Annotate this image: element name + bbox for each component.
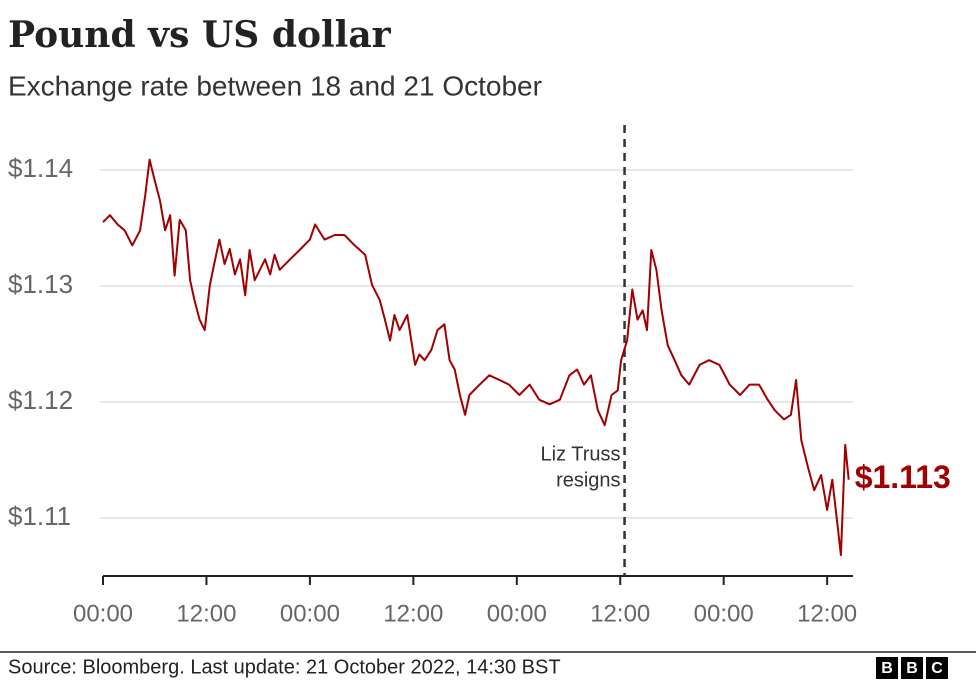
x-tick-label: 00:00 [694, 600, 754, 627]
price-line [102, 158, 850, 557]
x-tick-label: 12:00 [383, 600, 443, 627]
source: Source: Bloomberg. Last update: 21 Octob… [8, 656, 561, 678]
annotation-text: resigns [556, 469, 620, 491]
x-tick-label: 00:00 [280, 600, 340, 627]
logo-letter: B [906, 660, 918, 677]
end-label: $1.113 [855, 459, 951, 495]
logo-letter: B [881, 660, 893, 677]
logo-box [926, 657, 948, 679]
x-tick-label: 00:00 [487, 600, 547, 627]
x-tick-label: 00:00 [73, 600, 133, 627]
chart-subtitle: Exchange rate between 18 and 21 October [8, 70, 542, 101]
annotation-text: Liz Truss [541, 443, 621, 465]
logo-box [901, 657, 923, 679]
y-tick-label: $1.12 [8, 385, 73, 415]
y-tick-label: $1.13 [8, 269, 73, 299]
logo-letter: C [931, 660, 943, 677]
x-tick-label: 12:00 [797, 600, 857, 627]
y-tick-label: $1.11 [8, 501, 71, 531]
logo-box [876, 657, 898, 679]
x-tick-label: 12:00 [590, 600, 650, 627]
y-tick-label: $1.14 [8, 153, 73, 183]
chart-title: Pound vs US dollar [8, 14, 392, 56]
x-tick-label: 12:00 [176, 600, 236, 627]
